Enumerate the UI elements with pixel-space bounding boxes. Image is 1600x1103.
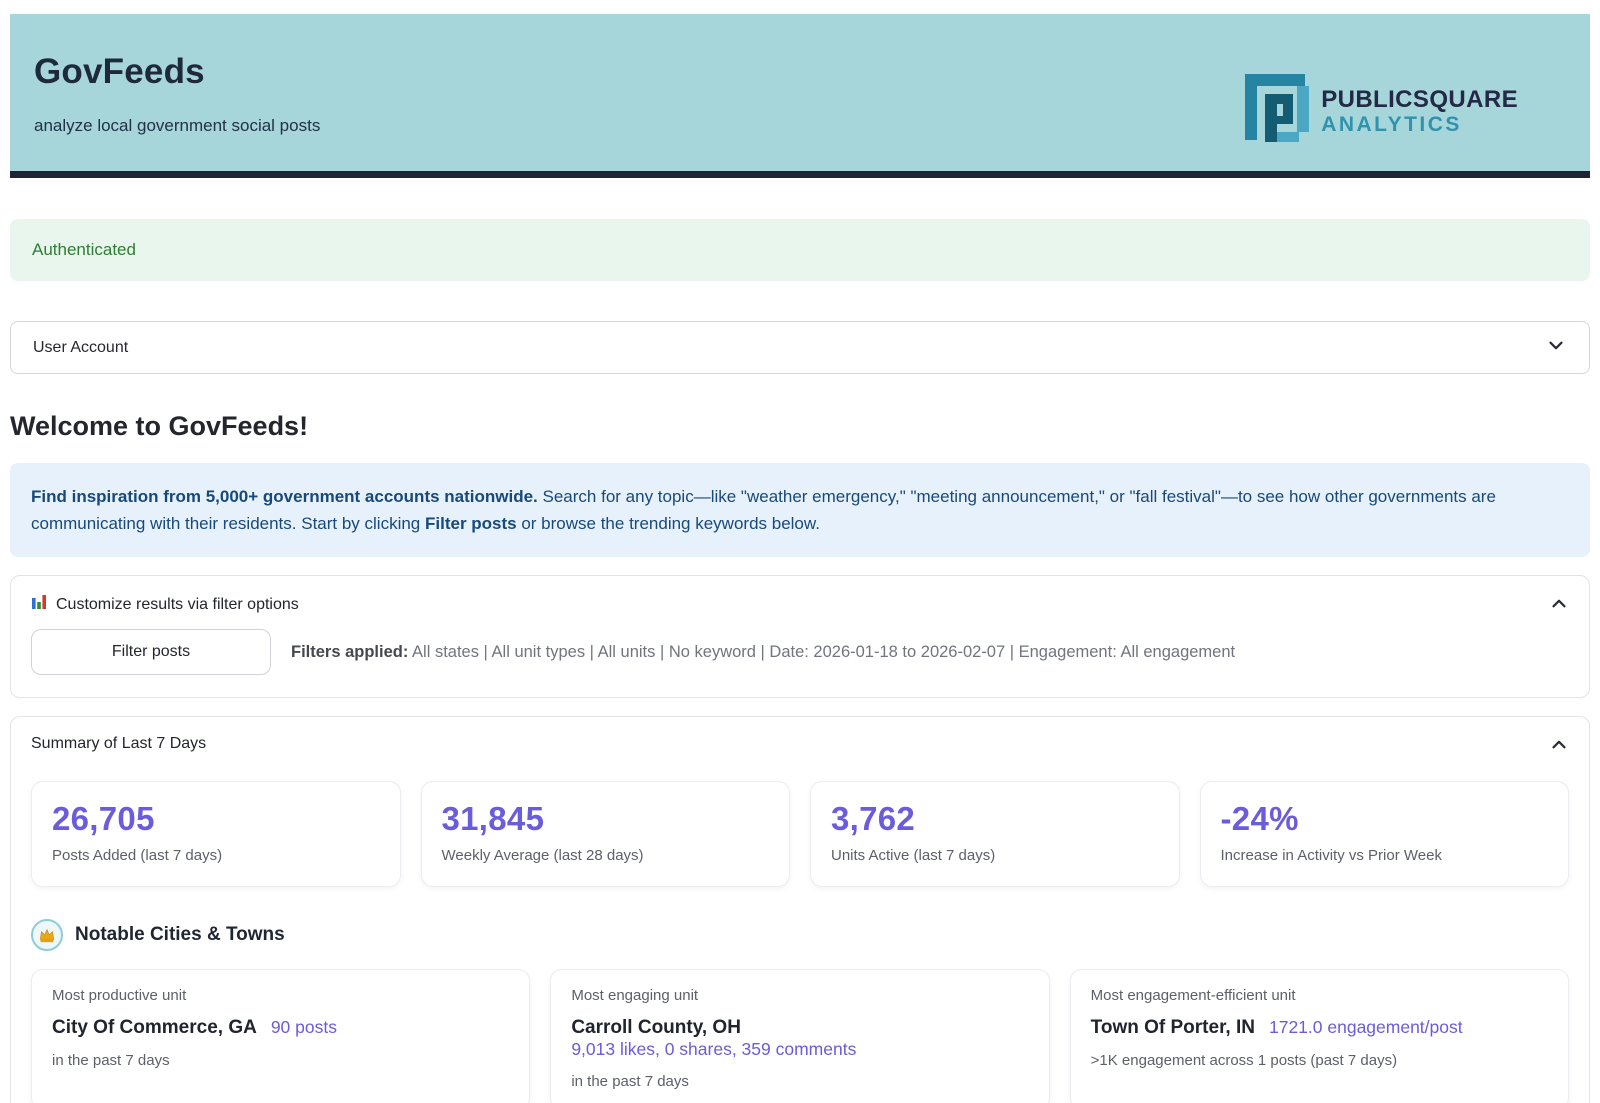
notable-header: Notable Cities & Towns	[31, 919, 1569, 952]
metric-value: 3,762	[831, 800, 916, 838]
page-subtitle: analyze local government social posts	[34, 116, 321, 135]
metric-value: 31,845	[441, 800, 545, 838]
notable-grid: Most productive unit City Of Commerce, G…	[31, 969, 1569, 1103]
metric-value: 26,705	[52, 800, 155, 838]
metric-label: Units Active (last 7 days)	[831, 847, 996, 865]
status-banner: Authenticated	[10, 219, 1590, 281]
bar-chart-icon	[31, 594, 47, 615]
notable-category: Most productive unit	[52, 987, 187, 1005]
notable-unit-row: City Of Commerce, GA 90 posts	[52, 1017, 509, 1039]
logo-brand-sub: ANALYTICS	[1321, 113, 1462, 137]
chevron-down-icon	[1545, 334, 1567, 361]
notable-unit-row: Carroll County, OH 9,013 likes, 0 shares…	[571, 1017, 1028, 1060]
metric-label: Weekly Average (last 28 days)	[441, 847, 644, 865]
notable-unit-name: City Of Commerce, GA	[52, 1017, 257, 1039]
notable-unit-stat: 1721.0 engagement/post	[1268, 1017, 1463, 1038]
filters-applied-text: Filters applied: All states | All unit t…	[291, 643, 1235, 662]
info-body-2: or browse the trending keywords below.	[516, 514, 820, 534]
welcome-heading: Welcome to GovFeeds!	[10, 411, 309, 441]
summary-section-title-row: Summary of Last 7 Days	[31, 735, 1569, 753]
notable-unit-name: Carroll County, OH	[571, 1017, 741, 1039]
filter-controls-row: Filter posts Filters applied: All states…	[31, 629, 1569, 676]
notable-period: in the past 7 days	[52, 1052, 170, 1070]
crown-icon	[31, 919, 63, 952]
filter-posts-button[interactable]: Filter posts	[31, 629, 271, 676]
user-account-label: User Account	[33, 338, 129, 356]
metric-value: -24%	[1220, 800, 1299, 838]
summary-section-title: Summary of Last 7 Days	[31, 735, 207, 753]
metric-label: Posts Added (last 7 days)	[52, 847, 223, 865]
notable-card-most-engaging: Most engaging unit Carroll County, OH 9,…	[550, 969, 1050, 1103]
publicsquare-logo-icon	[1237, 72, 1311, 151]
filters-applied-value: All states | All unit types | All units …	[408, 642, 1236, 661]
notable-period: >1K engagement across 1 posts (past 7 da…	[1090, 1052, 1398, 1070]
filter-section: Customize results via filter options Fil…	[10, 575, 1590, 699]
filter-section-title-row: Customize results via filter options	[31, 594, 1569, 615]
notable-unit-stat: 90 posts	[270, 1017, 337, 1038]
metric-card-units-active: 3,762 Units Active (last 7 days)	[810, 781, 1180, 888]
metric-card-weekly-average: 31,845 Weekly Average (last 28 days)	[420, 781, 790, 888]
app-header: GovFeeds analyze local government social…	[10, 14, 1590, 178]
notable-unit-row: Town Of Porter, IN 1721.0 engagement/pos…	[1091, 1017, 1548, 1039]
intro-info-box: Find inspiration from 5,000+ government …	[10, 463, 1590, 558]
metric-card-activity-change: -24% Increase in Activity vs Prior Week	[1199, 781, 1569, 888]
notable-card-engagement-efficient: Most engagement-efficient unit Town Of P…	[1069, 969, 1569, 1103]
notable-card-most-productive: Most productive unit City Of Commerce, G…	[31, 969, 531, 1103]
info-body-1: Search for any topic—like "weather emerg…	[31, 487, 1496, 534]
metric-card-posts-added: 26,705 Posts Added (last 7 days)	[31, 781, 401, 888]
info-bold-mid: Filter posts	[425, 514, 517, 534]
notable-category: Most engagement-efficient unit	[1090, 987, 1296, 1005]
notable-period: in the past 7 days	[571, 1073, 689, 1091]
page-title: GovFeeds	[34, 52, 205, 91]
user-account-expander[interactable]: User Account	[10, 321, 1590, 374]
status-banner-text: Authenticated	[32, 240, 136, 259]
notable-unit-name: Town Of Porter, IN	[1090, 1017, 1255, 1039]
filter-section-title: Customize results via filter options	[56, 595, 299, 613]
metrics-grid: 26,705 Posts Added (last 7 days) 31,845 …	[31, 781, 1569, 888]
logo-brand-name: PUBLICSQUARE	[1321, 85, 1518, 113]
filter-collapse-button[interactable]	[1547, 592, 1571, 616]
metric-label: Increase in Activity vs Prior Week	[1220, 847, 1442, 865]
notable-category: Most engaging unit	[571, 987, 699, 1005]
summary-section: Summary of Last 7 Days 26,705 Posts Adde…	[10, 716, 1590, 1103]
filters-applied-label: Filters applied:	[291, 642, 409, 661]
logo-text: PUBLICSQUARE ANALYTICS	[1321, 87, 1518, 136]
publicsquare-logo: PUBLICSQUARE ANALYTICS	[1237, 72, 1518, 151]
summary-collapse-button[interactable]	[1547, 733, 1571, 757]
info-bold-lead: Find inspiration from 5,000+ government …	[31, 487, 538, 506]
notable-unit-stat: 9,013 likes, 0 shares, 359 comments	[571, 1039, 857, 1060]
notable-title: Notable Cities & Towns	[75, 924, 285, 946]
